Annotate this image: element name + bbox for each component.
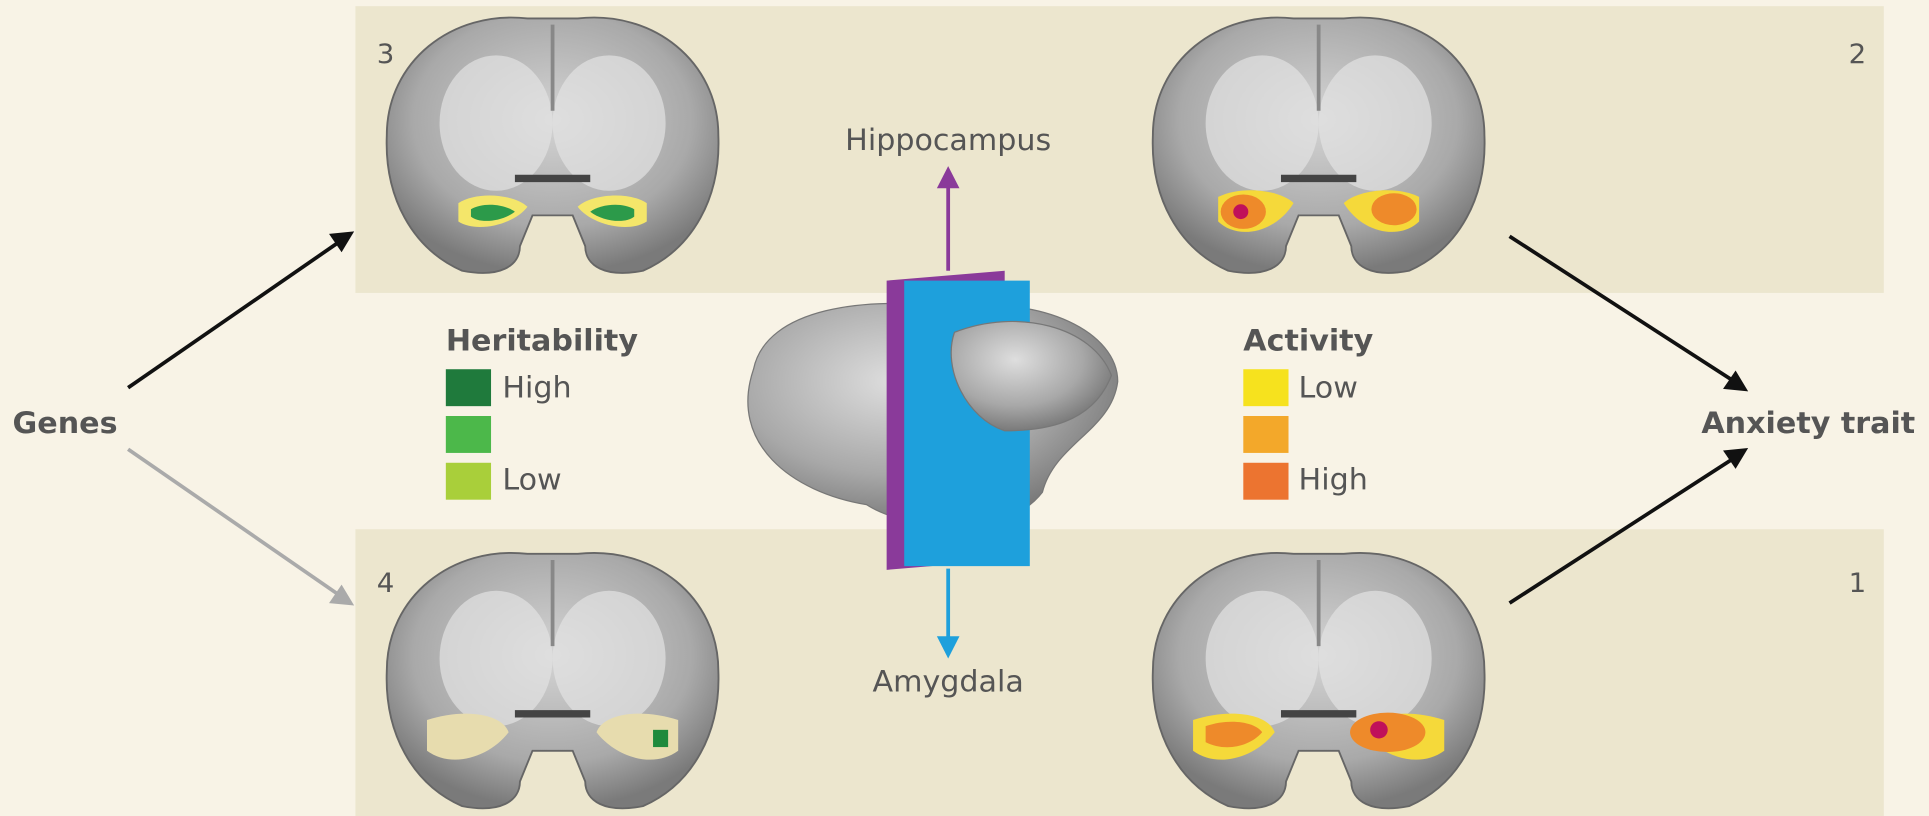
- panel-number: 3: [377, 39, 395, 70]
- legend-swatch: [1243, 369, 1288, 406]
- legend-label: Low: [502, 463, 561, 498]
- legend-label: Low: [1299, 371, 1358, 406]
- output-label: Anxiety trait: [1701, 406, 1915, 441]
- arrow: [128, 449, 336, 593]
- legend-title: Activity: [1243, 324, 1373, 359]
- legend-title: Heritability: [446, 324, 638, 359]
- diagram: 3 2 4 1 Hippocampus Amygdala Heritabilit…: [0, 0, 1929, 816]
- legend-swatch: [446, 416, 491, 453]
- region-label: Hippocampus: [845, 123, 1051, 158]
- center-brain: [748, 271, 1118, 570]
- region-label: Amygdala: [873, 665, 1024, 700]
- legend-swatch: [1243, 416, 1288, 453]
- legend-label: High: [502, 371, 571, 406]
- arrow: [128, 244, 336, 388]
- legend-swatch: [1243, 463, 1288, 500]
- page: {"input":{"label":"Genes"},"output":{"la…: [0, 0, 1929, 816]
- legend-swatch: [446, 463, 491, 500]
- panel-number: 4: [377, 568, 395, 599]
- panel-number: 1: [1849, 568, 1867, 599]
- input-label: Genes: [13, 406, 118, 441]
- panel-number: 2: [1849, 39, 1867, 70]
- legend-label: High: [1299, 463, 1368, 498]
- legend-swatch: [446, 369, 491, 406]
